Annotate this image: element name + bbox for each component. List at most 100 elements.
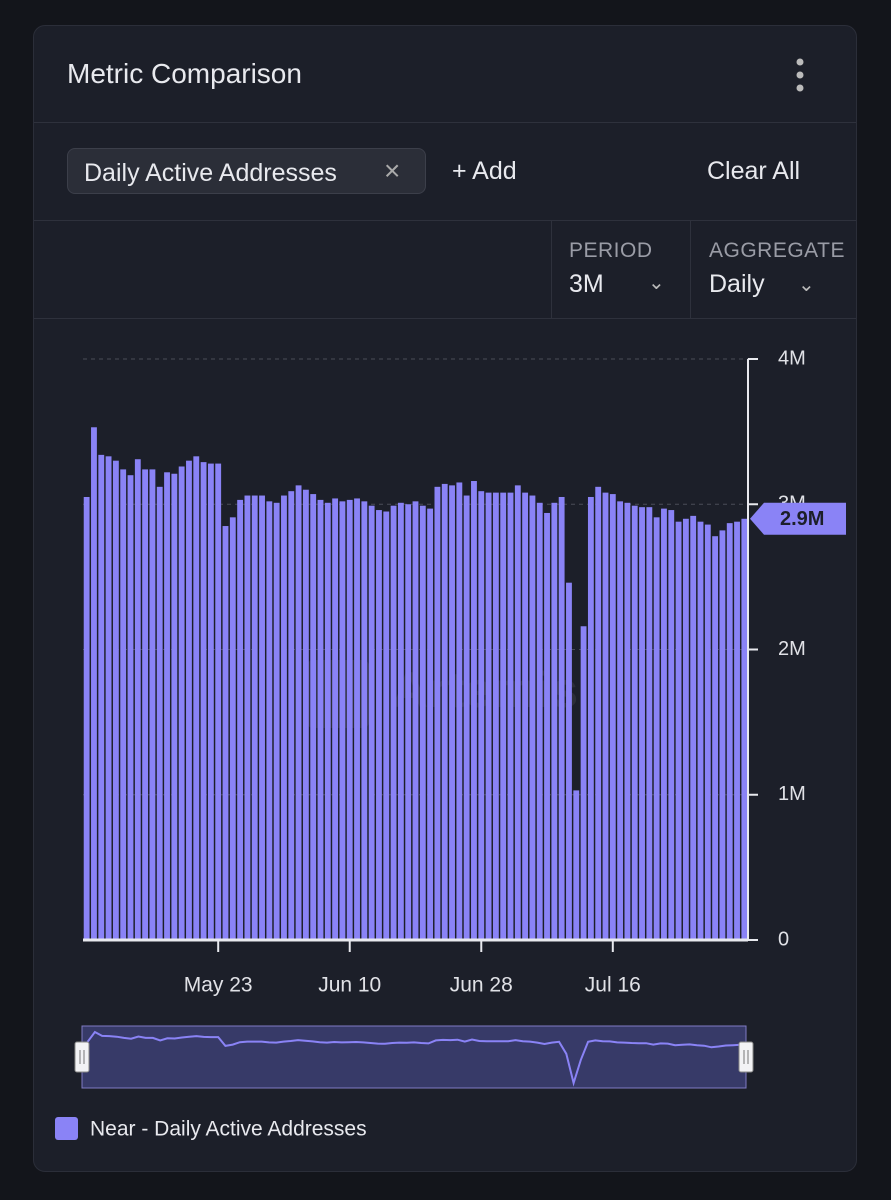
- bar: [595, 486, 602, 940]
- bar: [507, 492, 514, 940]
- bar: [661, 508, 667, 940]
- bar: [164, 472, 170, 940]
- bar: [259, 495, 265, 940]
- legend-swatch: [55, 1117, 78, 1140]
- bar: [675, 521, 682, 940]
- bar: [566, 582, 572, 940]
- legend-label: Near - Daily Active Addresses: [90, 1118, 367, 1141]
- bar: [434, 486, 441, 940]
- bar: [339, 501, 346, 940]
- bar: [529, 495, 536, 940]
- divider: [34, 122, 856, 123]
- bar: [602, 492, 609, 940]
- bar: [682, 518, 689, 940]
- bar: [281, 495, 287, 940]
- bar: [149, 469, 156, 940]
- x-tick-label: Jun 10: [318, 974, 381, 997]
- bar: [624, 502, 631, 940]
- bar: [178, 466, 185, 940]
- bar: [573, 790, 580, 940]
- bar: [91, 427, 97, 941]
- bar: [324, 502, 331, 940]
- bar: [697, 521, 704, 940]
- bar: [390, 505, 397, 940]
- bar: [522, 492, 529, 940]
- bar: [478, 491, 485, 940]
- navigator: [81, 1025, 747, 1089]
- bar: [229, 517, 236, 940]
- bar: [156, 486, 163, 940]
- x-tick-label: May 23: [184, 974, 253, 997]
- bar: [193, 456, 200, 940]
- bar: [449, 485, 455, 940]
- navigator-line: [86, 1030, 741, 1087]
- bar: [551, 502, 558, 940]
- add-button[interactable]: + Add: [452, 157, 517, 185]
- bar: [544, 512, 550, 940]
- aggregate-value[interactable]: Daily: [709, 270, 765, 298]
- bar: [441, 483, 448, 940]
- divider: [551, 221, 552, 318]
- bar: [536, 502, 543, 940]
- bar: [712, 536, 719, 940]
- y-tick-label: 1M: [778, 783, 806, 805]
- bar: [120, 469, 127, 940]
- bar: [215, 463, 222, 940]
- bar: [690, 515, 697, 940]
- bar: [668, 510, 675, 940]
- divider: [690, 221, 691, 318]
- bar: [251, 495, 258, 940]
- bar: [580, 626, 587, 940]
- bar: [427, 508, 434, 940]
- bar: [105, 456, 112, 940]
- bar: [288, 491, 295, 940]
- bar: [317, 499, 324, 940]
- period-caret[interactable]: ⌄: [648, 272, 665, 294]
- clear-button[interactable]: Clear All: [707, 157, 801, 185]
- bar: [310, 494, 317, 940]
- bar: [492, 492, 499, 940]
- bar: [266, 501, 273, 940]
- bar: [726, 523, 733, 940]
- bar: [295, 485, 302, 940]
- bar: [609, 494, 616, 940]
- bar: [273, 502, 280, 940]
- bar: [587, 496, 594, 940]
- aggregate-caret[interactable]: ⌄: [798, 274, 815, 296]
- bar: [412, 501, 419, 940]
- bar: [186, 460, 192, 940]
- metric-chip[interactable]: Daily Active Addresses ×: [67, 148, 426, 194]
- bar: [383, 511, 390, 940]
- chip-close[interactable]: ×: [384, 155, 401, 186]
- chip-label: Daily Active Addresses: [84, 159, 337, 187]
- period-value[interactable]: 3M: [569, 270, 604, 298]
- divider: [34, 318, 856, 319]
- bar: [200, 462, 207, 940]
- y-tick-label: 4M: [778, 347, 806, 369]
- bar: [376, 510, 382, 940]
- bar: [207, 463, 214, 940]
- current-value-marker: [750, 502, 846, 535]
- bar: [354, 498, 360, 940]
- aggregate-label: AGGREGATE: [709, 239, 845, 262]
- bar: [653, 517, 660, 940]
- bar: [617, 501, 624, 940]
- current-value-label: 2.9M: [780, 508, 824, 530]
- bar: [419, 505, 426, 940]
- bar: [514, 485, 521, 940]
- bar: [171, 473, 178, 940]
- bar: [302, 489, 309, 940]
- bar: [222, 526, 229, 940]
- navigator-handle: [74, 1041, 90, 1073]
- bar: [719, 530, 726, 940]
- divider: [34, 220, 856, 221]
- bar: [127, 475, 134, 940]
- bar: [134, 459, 141, 940]
- bar: [485, 492, 492, 940]
- x-tick-label: Jul 16: [585, 974, 641, 997]
- bar: [558, 496, 565, 940]
- bar: [734, 521, 740, 940]
- bar: [405, 504, 412, 940]
- bar: [332, 498, 339, 940]
